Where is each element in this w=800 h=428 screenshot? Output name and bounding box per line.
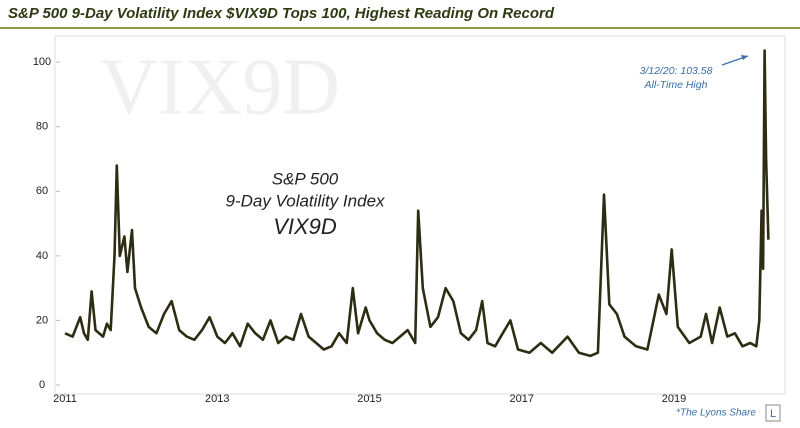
y-tick-label: 60 — [36, 185, 48, 197]
arrow-head — [741, 55, 748, 60]
y-tick-label: 20 — [36, 314, 48, 326]
x-tick-label: 2011 — [53, 393, 77, 405]
y-tick-label: 40 — [36, 250, 48, 262]
plot-frame — [54, 35, 786, 395]
logo-box — [765, 404, 781, 422]
y-tick-label: 100 — [33, 56, 51, 68]
x-tick-label: 2019 — [662, 393, 686, 405]
x-tick-label: 2017 — [510, 393, 534, 405]
x-tick-label: 2013 — [205, 393, 229, 405]
annotation: 9-Day Volatility Index — [225, 191, 385, 210]
y-tick-label: 0 — [39, 379, 45, 391]
peak-note: All-Time High — [644, 79, 708, 91]
series-line — [64, 49, 770, 358]
annotation: VIX9D — [273, 214, 337, 239]
watermark: VIX9D — [100, 43, 340, 131]
logo: L — [770, 408, 776, 420]
peak-label: 3/12/20: 103.58 — [640, 65, 713, 77]
annotation: S&P 500 — [272, 169, 339, 188]
source: *The Lyons Share — [676, 408, 756, 419]
y-tick-label: 80 — [36, 121, 48, 133]
x-tick-label: 2015 — [357, 393, 381, 405]
chart-title: S&P 500 9-Day Volatility Index $VIX9D To… — [8, 5, 555, 22]
